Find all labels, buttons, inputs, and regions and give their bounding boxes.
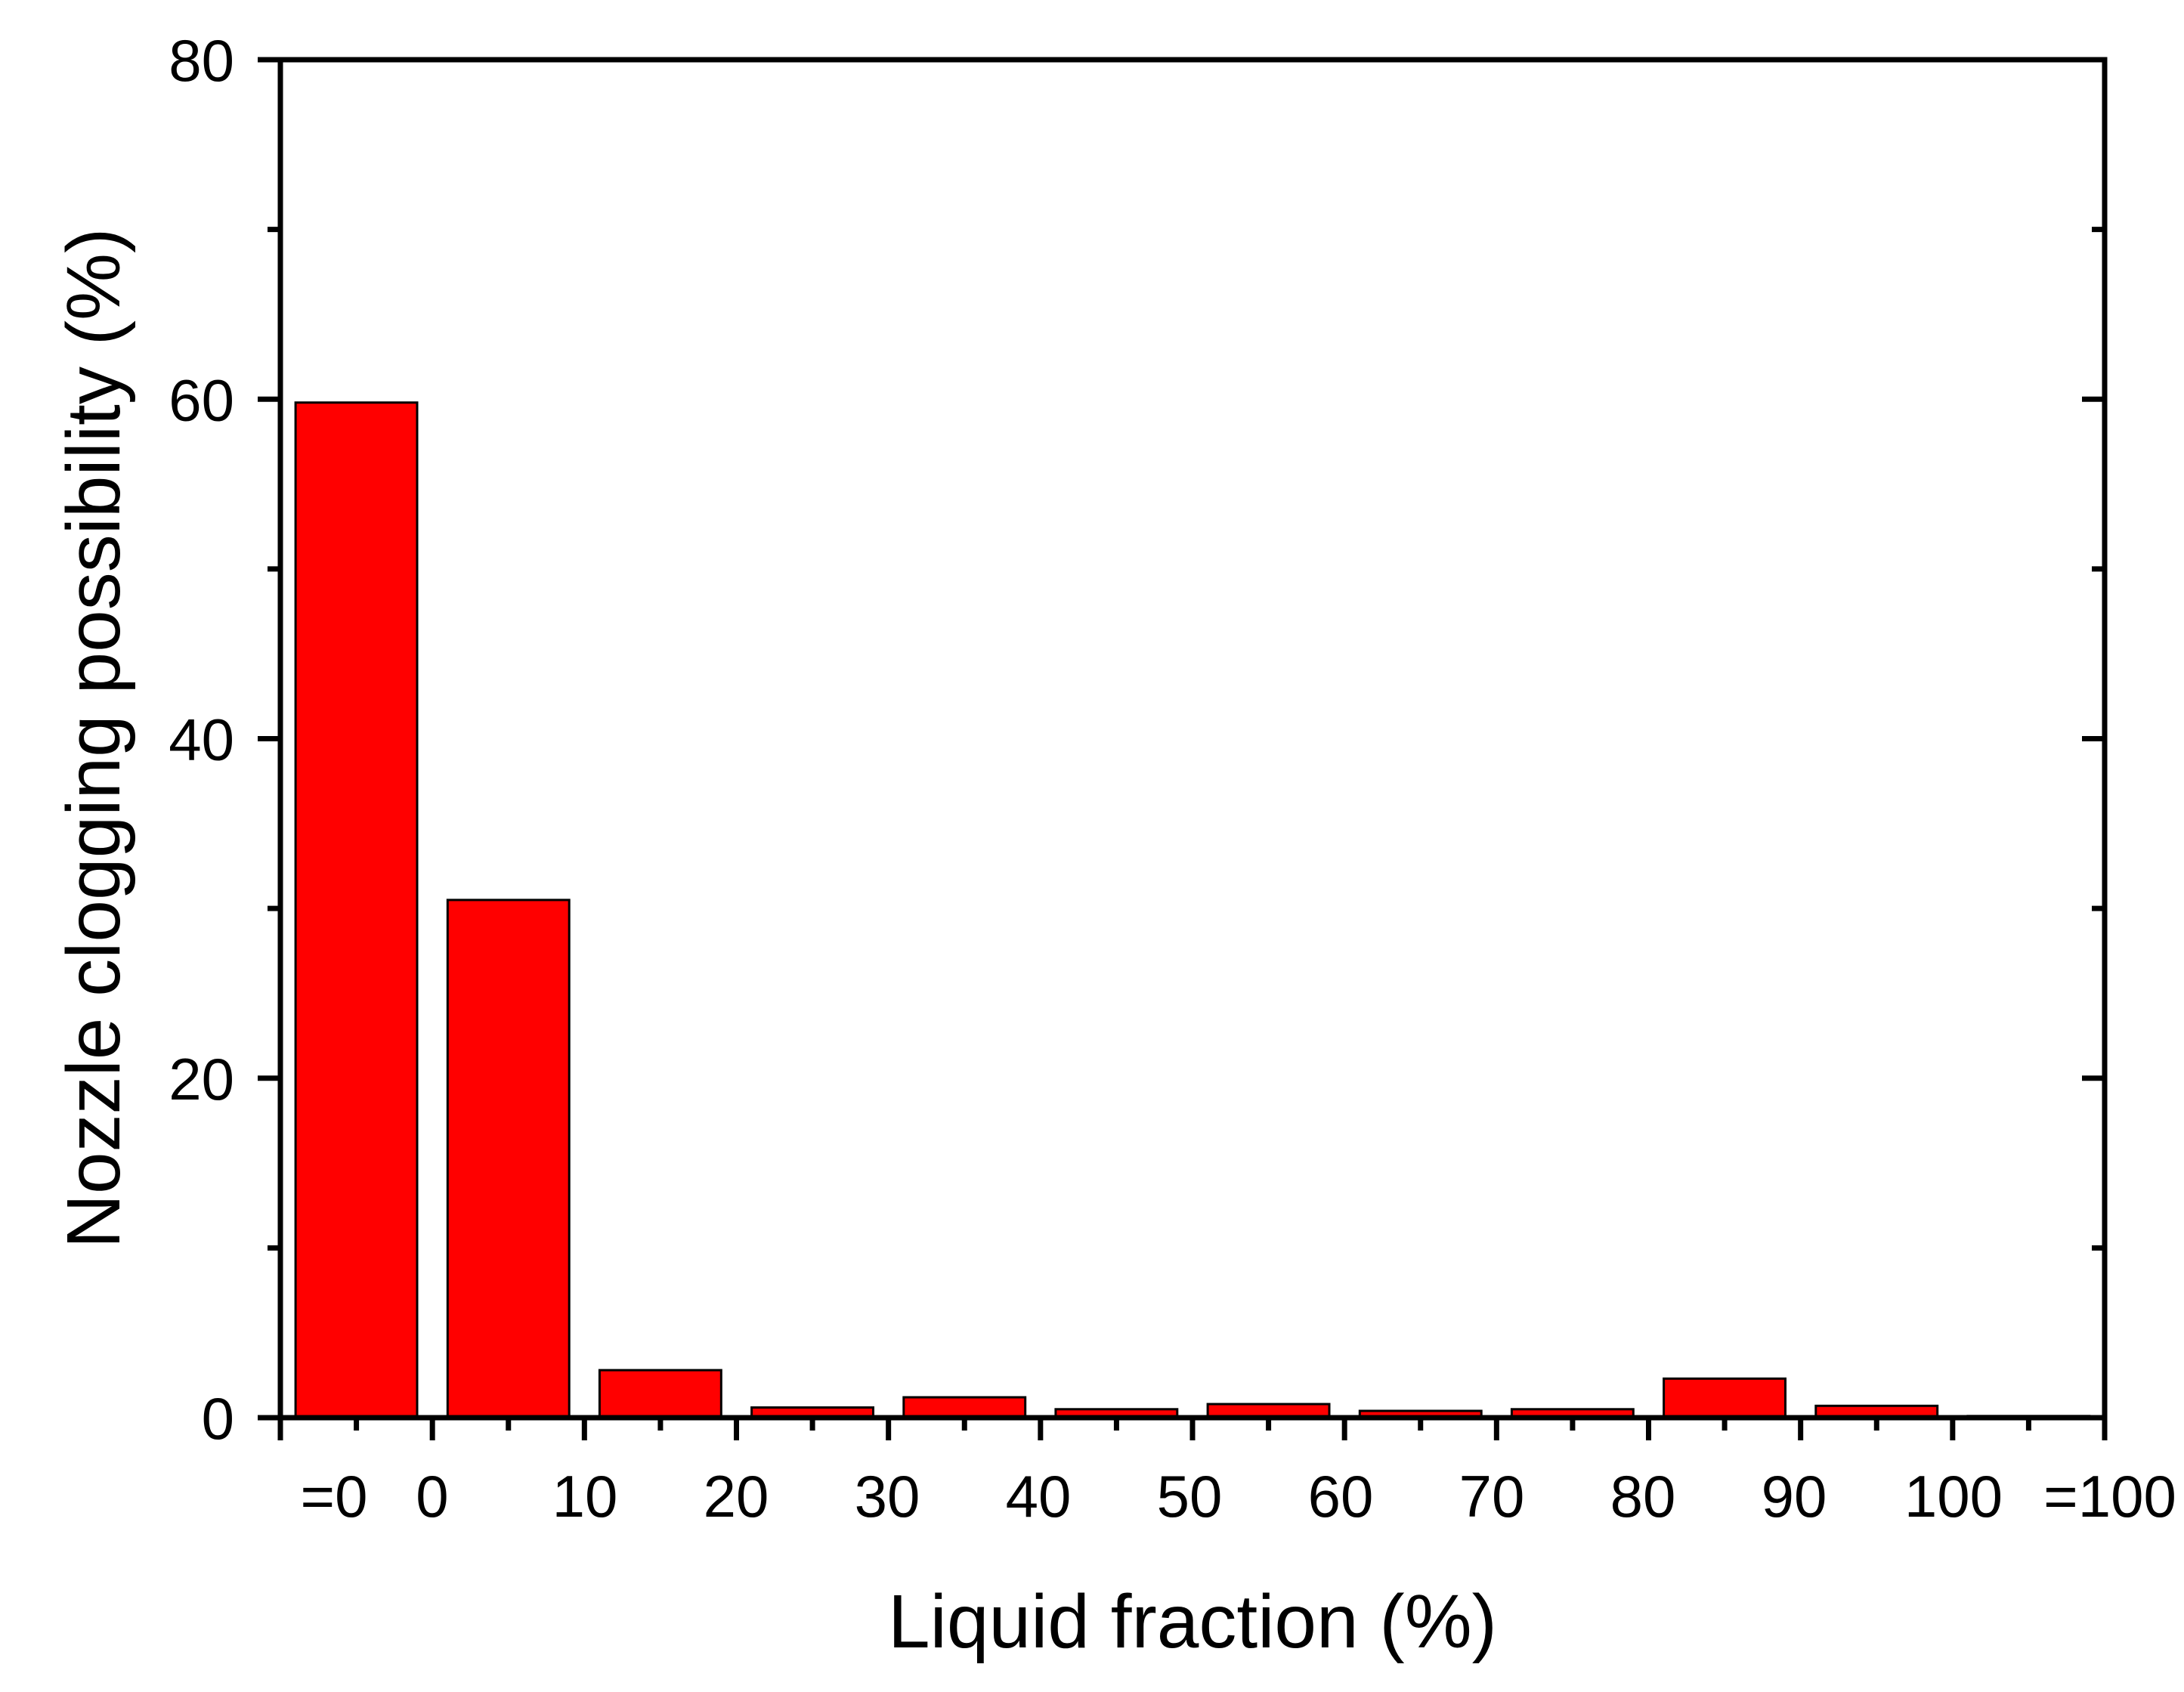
y-tick-label: 80 bbox=[169, 27, 234, 94]
x-tick-label: 100 bbox=[1904, 1463, 2003, 1530]
x-tick-label: =100 bbox=[2043, 1463, 2176, 1530]
bar bbox=[1663, 1377, 1787, 1419]
plot-frame bbox=[277, 57, 2108, 1421]
y-tick-label: 20 bbox=[169, 1046, 234, 1112]
x-tick-label: 50 bbox=[1157, 1463, 1223, 1530]
x-tick-label: 40 bbox=[1006, 1463, 1072, 1530]
x-tick-label: 20 bbox=[704, 1463, 769, 1530]
x-tick-label: 10 bbox=[552, 1463, 618, 1530]
x-tick-label: 90 bbox=[1762, 1463, 1827, 1530]
x-tick-label: 80 bbox=[1610, 1463, 1676, 1530]
x-tick-label: 60 bbox=[1308, 1463, 1374, 1530]
bar bbox=[902, 1396, 1027, 1419]
bar bbox=[598, 1369, 722, 1419]
bars-group bbox=[294, 401, 2091, 1419]
y-axis-title: Nozzle clogging possibility (%) bbox=[51, 228, 136, 1249]
x-tick-label: =0 bbox=[301, 1463, 368, 1530]
x-tick-label: 30 bbox=[855, 1463, 920, 1530]
x-tick-labels: =0 0 10 20 30 40 50 60 70 80 90 100 =100 bbox=[301, 1463, 2176, 1530]
x-axis-title: Liquid fraction (%) bbox=[888, 1579, 1497, 1664]
y-tick-label: 60 bbox=[169, 367, 234, 433]
y-tick-labels: 0 20 40 60 80 bbox=[169, 27, 234, 1452]
bar bbox=[294, 401, 419, 1419]
x-tick-label: 0 bbox=[416, 1463, 448, 1530]
y-tick-label: 40 bbox=[169, 707, 234, 773]
x-tick-label: 70 bbox=[1459, 1463, 1525, 1530]
bar bbox=[446, 899, 571, 1419]
y-tick-label: 0 bbox=[202, 1385, 234, 1452]
